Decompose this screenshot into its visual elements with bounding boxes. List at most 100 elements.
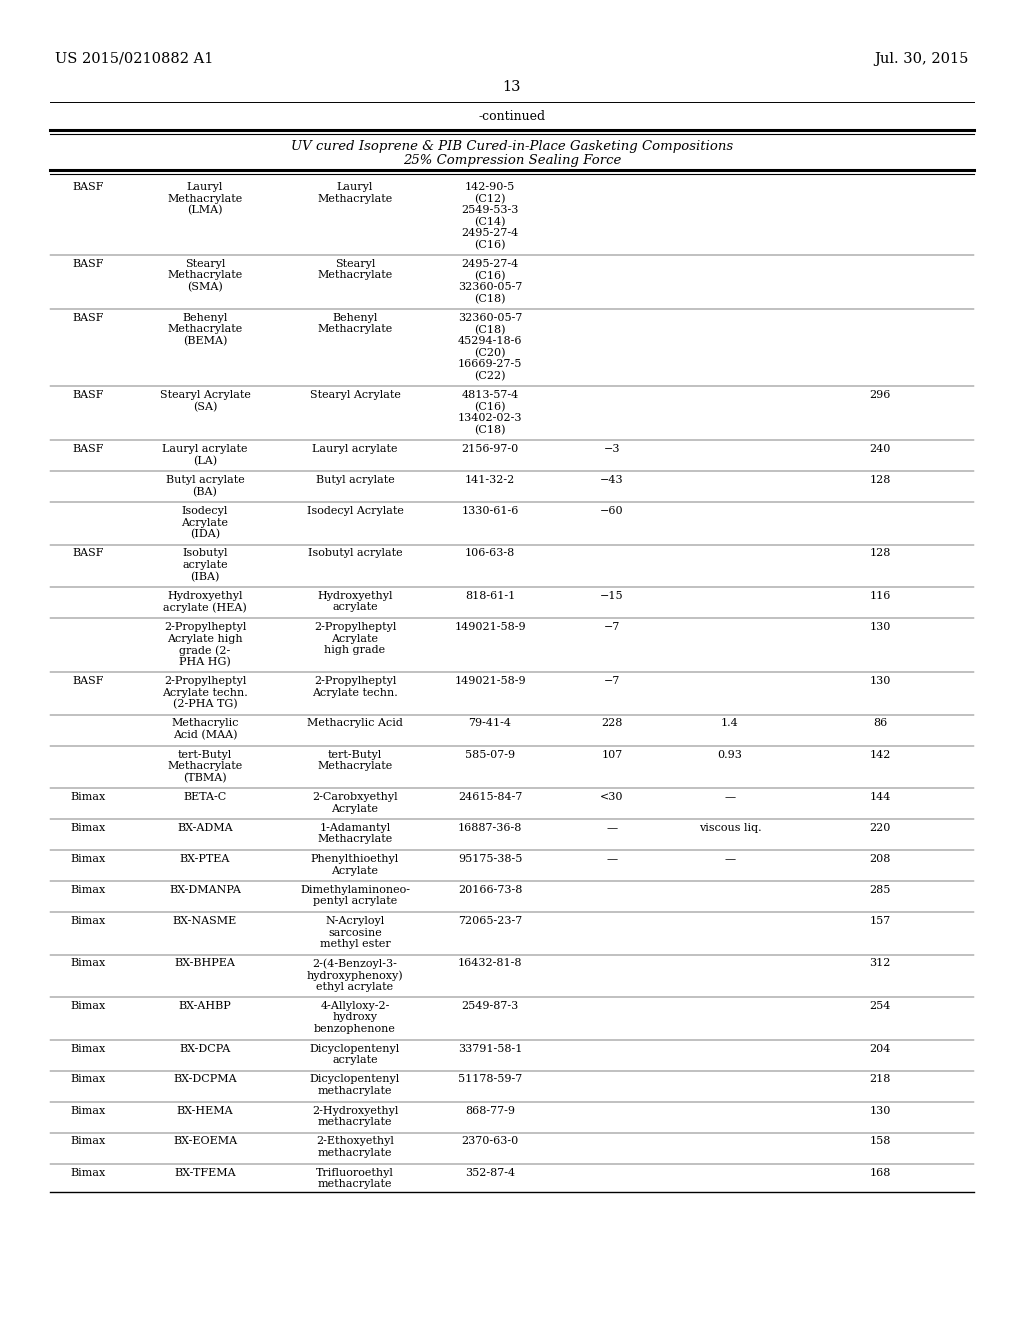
- Text: tert-Butyl: tert-Butyl: [178, 750, 232, 759]
- Text: −7: −7: [604, 622, 621, 632]
- Text: BX-ADMA: BX-ADMA: [177, 822, 232, 833]
- Text: —: —: [724, 792, 735, 803]
- Text: 204: 204: [869, 1044, 891, 1053]
- Text: Methacrylate: Methacrylate: [317, 194, 392, 203]
- Text: Methacrylate: Methacrylate: [167, 325, 243, 334]
- Text: Lauryl acrylate: Lauryl acrylate: [312, 444, 397, 454]
- Text: Stearyl: Stearyl: [184, 259, 225, 269]
- Text: PHA HG): PHA HG): [179, 656, 230, 667]
- Text: BETA-C: BETA-C: [183, 792, 226, 803]
- Text: (C16): (C16): [474, 401, 506, 412]
- Text: sarcosine: sarcosine: [328, 928, 382, 937]
- Text: (IBA): (IBA): [190, 572, 220, 582]
- Text: hydroxyphenoxy): hydroxyphenoxy): [306, 970, 403, 981]
- Text: 32360-05-7: 32360-05-7: [458, 282, 522, 292]
- Text: −3: −3: [604, 444, 621, 454]
- Text: Bimax: Bimax: [71, 1044, 105, 1053]
- Text: 168: 168: [869, 1167, 891, 1177]
- Text: 228: 228: [601, 718, 623, 729]
- Text: Methacrylate: Methacrylate: [317, 325, 392, 334]
- Text: tert-Butyl: tert-Butyl: [328, 750, 382, 759]
- Text: Stearyl: Stearyl: [335, 259, 375, 269]
- Text: −60: −60: [600, 506, 624, 516]
- Text: Acrylate high: Acrylate high: [167, 634, 243, 644]
- Text: 1.4: 1.4: [721, 718, 739, 729]
- Text: 2-Ethoxyethyl: 2-Ethoxyethyl: [316, 1137, 394, 1147]
- Text: 130: 130: [869, 1106, 891, 1115]
- Text: (C18): (C18): [474, 293, 506, 304]
- Text: 2495-27-4: 2495-27-4: [462, 259, 518, 269]
- Text: 128: 128: [869, 475, 891, 484]
- Text: 51178-59-7: 51178-59-7: [458, 1074, 522, 1085]
- Text: Bimax: Bimax: [71, 822, 105, 833]
- Text: 868-77-9: 868-77-9: [465, 1106, 515, 1115]
- Text: 2549-87-3: 2549-87-3: [462, 1001, 518, 1011]
- Text: Methacrylic Acid: Methacrylic Acid: [307, 718, 402, 729]
- Text: methacrylate: methacrylate: [317, 1179, 392, 1189]
- Text: 33791-58-1: 33791-58-1: [458, 1044, 522, 1053]
- Text: 106-63-8: 106-63-8: [465, 549, 515, 558]
- Text: —: —: [606, 822, 617, 833]
- Text: Methacrylate: Methacrylate: [317, 762, 392, 771]
- Text: grade (2-: grade (2-: [179, 645, 230, 656]
- Text: 32360-05-7: 32360-05-7: [458, 313, 522, 323]
- Text: N-Acryloyl: N-Acryloyl: [326, 916, 385, 927]
- Text: methacrylate: methacrylate: [317, 1086, 392, 1096]
- Text: 0.93: 0.93: [718, 750, 742, 759]
- Text: (TBMA): (TBMA): [183, 772, 226, 783]
- Text: Isobutyl acrylate: Isobutyl acrylate: [307, 549, 402, 558]
- Text: BASF: BASF: [73, 676, 103, 686]
- Text: Methacrylate: Methacrylate: [167, 194, 243, 203]
- Text: 312: 312: [869, 958, 891, 969]
- Text: Bimax: Bimax: [71, 1001, 105, 1011]
- Text: -continued: -continued: [478, 110, 546, 123]
- Text: 158: 158: [869, 1137, 891, 1147]
- Text: 2-(4-Benzoyl-3-: 2-(4-Benzoyl-3-: [312, 958, 397, 969]
- Text: Butyl acrylate: Butyl acrylate: [166, 475, 245, 484]
- Text: (IDA): (IDA): [189, 529, 220, 540]
- Text: Hydroxyethyl: Hydroxyethyl: [317, 591, 393, 601]
- Text: 1330-61-6: 1330-61-6: [462, 506, 519, 516]
- Text: Isobutyl: Isobutyl: [182, 549, 227, 558]
- Text: benzophenone: benzophenone: [314, 1024, 396, 1034]
- Text: 13: 13: [503, 81, 521, 94]
- Text: 2156-97-0: 2156-97-0: [462, 444, 518, 454]
- Text: 130: 130: [869, 676, 891, 686]
- Text: Trifluoroethyl: Trifluoroethyl: [316, 1167, 394, 1177]
- Text: Lauryl: Lauryl: [186, 182, 223, 191]
- Text: 20166-73-8: 20166-73-8: [458, 884, 522, 895]
- Text: Lauryl: Lauryl: [337, 182, 373, 191]
- Text: −43: −43: [600, 475, 624, 484]
- Text: (SMA): (SMA): [187, 282, 223, 292]
- Text: Bimax: Bimax: [71, 1137, 105, 1147]
- Text: 818-61-1: 818-61-1: [465, 591, 515, 601]
- Text: BX-AHBP: BX-AHBP: [178, 1001, 231, 1011]
- Text: (LA): (LA): [193, 455, 217, 466]
- Text: (C22): (C22): [474, 371, 506, 380]
- Text: Bimax: Bimax: [71, 1167, 105, 1177]
- Text: 2-Propylheptyl: 2-Propylheptyl: [313, 622, 396, 632]
- Text: 142: 142: [869, 750, 891, 759]
- Text: Acrylate: Acrylate: [332, 804, 379, 813]
- Text: BX-DCPMA: BX-DCPMA: [173, 1074, 237, 1085]
- Text: Acrylate: Acrylate: [332, 634, 379, 644]
- Text: 2-Propylheptyl: 2-Propylheptyl: [164, 676, 246, 686]
- Text: 16669-27-5: 16669-27-5: [458, 359, 522, 370]
- Text: 240: 240: [869, 444, 891, 454]
- Text: 86: 86: [872, 718, 887, 729]
- Text: 16887-36-8: 16887-36-8: [458, 822, 522, 833]
- Text: BASF: BASF: [73, 444, 103, 454]
- Text: BX-EOEMA: BX-EOEMA: [173, 1137, 238, 1147]
- Text: Isodecyl: Isodecyl: [182, 506, 228, 516]
- Text: 2549-53-3: 2549-53-3: [462, 205, 519, 215]
- Text: Methacrylate: Methacrylate: [317, 834, 392, 845]
- Text: 79-41-4: 79-41-4: [469, 718, 512, 729]
- Text: Methacrylate: Methacrylate: [167, 271, 243, 281]
- Text: 296: 296: [869, 389, 891, 400]
- Text: 2370-63-0: 2370-63-0: [462, 1137, 518, 1147]
- Text: 2-Propylheptyl: 2-Propylheptyl: [164, 622, 246, 632]
- Text: (C18): (C18): [474, 425, 506, 434]
- Text: 2-Propylheptyl: 2-Propylheptyl: [313, 676, 396, 686]
- Text: Bimax: Bimax: [71, 1074, 105, 1085]
- Text: 352-87-4: 352-87-4: [465, 1167, 515, 1177]
